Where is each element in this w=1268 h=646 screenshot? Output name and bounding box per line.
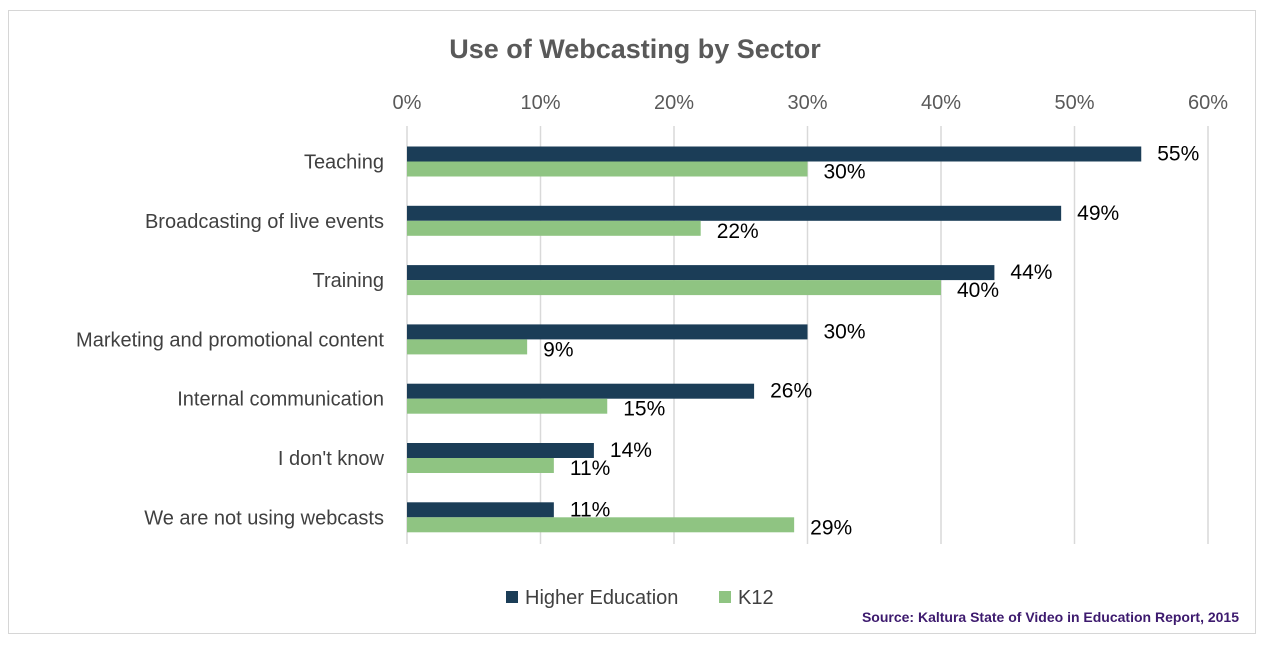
- data-label: 30%: [824, 161, 866, 184]
- x-tick-label: 50%: [1054, 92, 1094, 114]
- data-label: 22%: [717, 220, 759, 243]
- x-tick-label: 40%: [921, 92, 961, 114]
- bar-k12: [407, 161, 808, 177]
- bar-higher-education: [407, 324, 808, 340]
- category-label: Training: [312, 270, 384, 292]
- bar-k12: [407, 458, 554, 473]
- legend-swatch: [719, 591, 731, 603]
- data-label: 9%: [543, 338, 573, 361]
- data-label: 44%: [1010, 261, 1052, 284]
- category-label: Broadcasting of live events: [145, 211, 384, 233]
- category-label: Teaching: [304, 152, 384, 174]
- bar-k12: [407, 339, 528, 355]
- data-labels: 55%30%49%22%44%40%30%9%26%15%14%11%11%29…: [543, 143, 1199, 540]
- chart-frame: Use of Webcasting by Sector 0% 10% 20% 30% 4…: [8, 10, 1256, 634]
- bars: [407, 146, 1142, 533]
- category-label: Internal communication: [177, 389, 384, 411]
- legend-label: K12: [738, 587, 774, 609]
- category-label: Marketing and promotional content: [76, 329, 384, 351]
- legend-label: Higher Education: [525, 587, 678, 609]
- legend-swatch: [506, 591, 518, 603]
- bar-chart: Use of Webcasting by Sector 0% 10% 20% 30% 4…: [76, 34, 1239, 625]
- data-label: 11%: [570, 498, 610, 521]
- category-labels: Teaching Broadcasting of live events Train…: [76, 152, 385, 530]
- legend: Higher Education K12: [506, 587, 774, 609]
- bar-k12: [407, 220, 701, 236]
- bar-k12: [407, 398, 608, 414]
- bar-higher-education: [407, 265, 995, 281]
- data-label: 15%: [623, 398, 665, 421]
- bar-higher-education: [407, 443, 594, 458]
- bar-k12: [407, 517, 795, 533]
- bar-higher-education: [407, 383, 755, 399]
- x-tick-label: 30%: [787, 92, 827, 114]
- data-label: 26%: [770, 380, 812, 403]
- bar-higher-education: [407, 502, 554, 518]
- data-label: 30%: [824, 320, 866, 343]
- data-label: 11%: [570, 457, 610, 480]
- x-tick-label: 10%: [520, 92, 560, 114]
- x-axis-ticks: 0% 10% 20% 30% 40% 50% 60%: [393, 92, 1229, 114]
- x-tick-label: 20%: [654, 92, 694, 114]
- data-label: 55%: [1157, 143, 1199, 166]
- category-label: I don't know: [278, 448, 385, 470]
- category-label: We are not using webcasts: [144, 507, 384, 529]
- bar-higher-education: [407, 205, 1062, 221]
- x-tick-label: 60%: [1188, 92, 1228, 114]
- data-label: 14%: [610, 439, 652, 462]
- data-label: 49%: [1077, 202, 1119, 225]
- source-note: Source: Kaltura State of Video in Educat…: [862, 609, 1239, 625]
- bar-k12: [407, 280, 941, 296]
- bar-higher-education: [407, 146, 1142, 162]
- x-tick-label: 0%: [393, 92, 422, 114]
- data-label: 29%: [810, 516, 852, 539]
- chart-title: Use of Webcasting by Sector: [449, 34, 821, 64]
- data-label: 40%: [957, 279, 999, 302]
